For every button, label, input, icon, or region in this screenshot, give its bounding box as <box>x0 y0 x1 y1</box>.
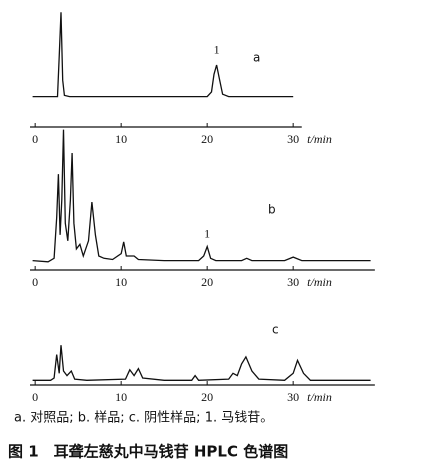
panel-label: c <box>272 323 279 337</box>
figure-title: 图 1 耳聋左慈丸中马钱苷 HPLC 色谱图 <box>8 443 288 461</box>
x-tick-label: 10 <box>115 390 127 404</box>
x-tick-label: 0 <box>32 390 38 404</box>
x-tick-label: 20 <box>201 390 213 404</box>
trace <box>32 345 371 381</box>
x-axis-label: t/min <box>307 275 332 289</box>
x-axis-label: t/min <box>307 390 332 404</box>
peak-label: 1 <box>214 43 220 57</box>
x-tick-label: 0 <box>32 275 38 289</box>
trace <box>32 129 371 263</box>
peak-label: 1 <box>204 226 210 240</box>
x-tick-label: 20 <box>201 275 213 289</box>
figure-legend: a. 对照品; b. 样品; c. 阴性样品; 1. 马钱苷。 <box>14 411 273 426</box>
x-tick-label: 10 <box>115 132 127 146</box>
x-tick-label: 30 <box>287 275 299 289</box>
x-tick-label: 20 <box>201 132 213 146</box>
x-tick-label: 10 <box>115 275 127 289</box>
panel-label: b <box>268 203 276 217</box>
x-tick-label: 30 <box>287 132 299 146</box>
x-axis-label: t/min <box>307 132 332 146</box>
x-tick-label: 0 <box>32 132 38 146</box>
trace <box>32 12 294 98</box>
panel-label: a <box>253 51 260 65</box>
x-tick-label: 30 <box>287 390 299 404</box>
